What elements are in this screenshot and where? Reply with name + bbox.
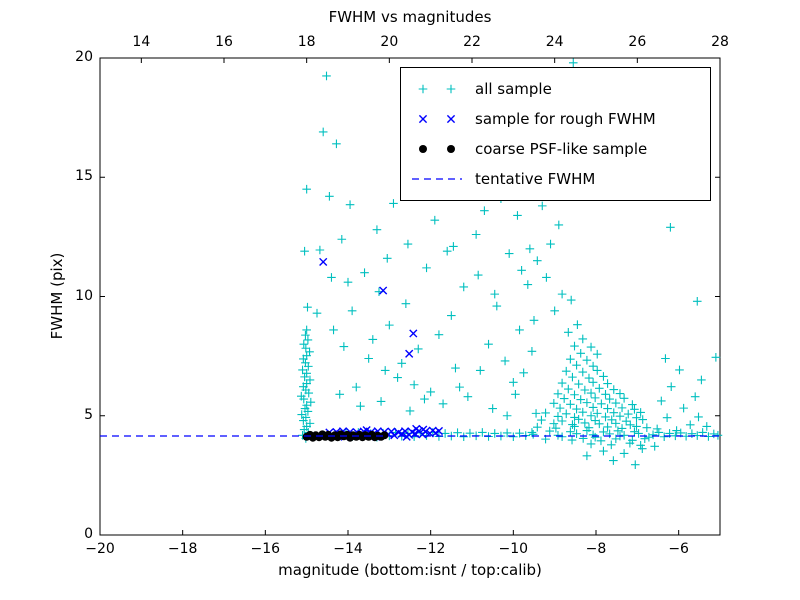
x-top-tick-label: 18	[297, 34, 316, 50]
legend-label: sample for rough FWHM	[475, 110, 656, 128]
y-tick-label: 15	[75, 168, 93, 185]
legend: all sample sample for rough FWHM coarse …	[400, 67, 711, 201]
x-bottom-tick-label: −14	[333, 541, 363, 557]
x-top-tick-label: 20	[380, 34, 399, 50]
x-top-tick-label: 22	[463, 34, 481, 50]
y-axis-label: FWHM (pix)	[48, 252, 66, 340]
legend-label: tentative FWHM	[475, 170, 596, 188]
x-top-tick-label: 16	[215, 34, 233, 50]
x-bottom-tick-label: −20	[85, 541, 115, 557]
x-top-tick-label: 14	[132, 34, 151, 50]
x-bottom-tick-label: −8	[585, 541, 607, 557]
y-tick-label: 20	[75, 49, 93, 65]
legend-item-coarse-psf: coarse PSF-like sample	[409, 134, 702, 164]
x-top-tick-label: 26	[628, 34, 647, 50]
x-bottom-tick-label: −12	[415, 541, 446, 557]
legend-item-tentative-fwhm: tentative FWHM	[409, 164, 702, 194]
y-tick-label: 5	[84, 406, 93, 423]
x-bottom-tick-label: −6	[668, 541, 689, 557]
x-marker-icon	[418, 114, 456, 124]
x-bottom-tick-label: −16	[250, 541, 281, 557]
plus-marker-icon	[418, 84, 456, 94]
dot-marker-icon	[419, 145, 455, 153]
legend-item-rough-fwhm: sample for rough FWHM	[409, 104, 702, 134]
y-tick-label: 0	[84, 526, 93, 542]
x-bottom-tick-label: −18	[167, 541, 198, 557]
legend-item-all-sample: all sample	[409, 74, 702, 104]
dashed-line-icon	[412, 178, 462, 180]
legend-label: all sample	[475, 80, 552, 98]
x-bottom-tick-label: −10	[498, 541, 529, 557]
legend-label: coarse PSF-like sample	[475, 140, 648, 158]
x-axis-label: magnitude (bottom:isnt / top:calib)	[278, 561, 542, 579]
x-top-tick-label: 24	[545, 34, 564, 50]
x-top-tick-label: 28	[711, 34, 729, 50]
chart-title: FWHM vs magnitudes	[328, 8, 492, 26]
y-tick-label: 10	[75, 287, 93, 304]
